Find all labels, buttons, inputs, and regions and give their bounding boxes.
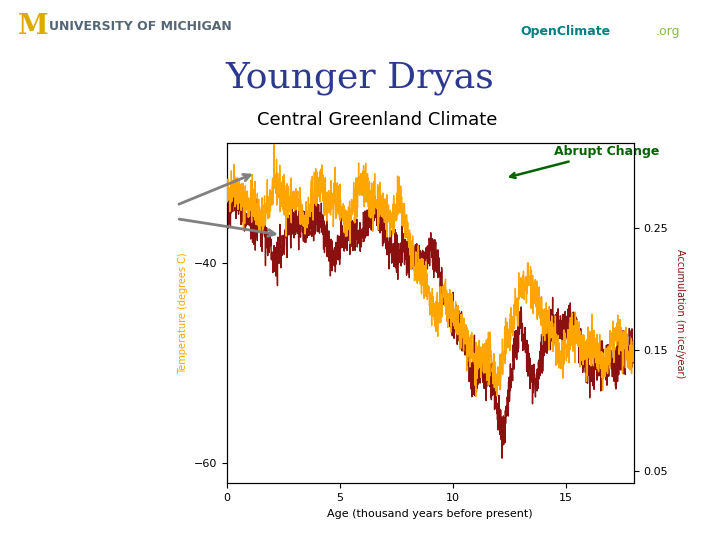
Text: UNIVERSITY OF MICHIGAN: UNIVERSITY OF MICHIGAN [49, 21, 232, 33]
Text: Central Greenland Climate: Central Greenland Climate [257, 111, 498, 130]
Text: WHAT DOES THIS
MEAN?: WHAT DOES THIS MEAN? [20, 410, 121, 434]
Y-axis label: Temperature (degrees C): Temperature (degrees C) [178, 252, 188, 374]
Text: Younger Dryas: Younger Dryas [225, 62, 495, 95]
Text: .org: .org [655, 24, 680, 38]
Text: POSSIBLE EVIDENCE
OF CHANGE IN OCEAN
CIRCULATION: POSSIBLE EVIDENCE OF CHANGE IN OCEAN CIR… [20, 184, 148, 221]
X-axis label: Age (thousand years before present): Age (thousand years before present) [328, 509, 533, 518]
Text: OpenClimate: OpenClimate [520, 24, 611, 38]
Y-axis label: Accumulation (m ice/year): Accumulation (m ice/year) [675, 248, 685, 378]
Text: Abrupt Change: Abrupt Change [510, 145, 660, 178]
Text: M: M [18, 14, 49, 40]
